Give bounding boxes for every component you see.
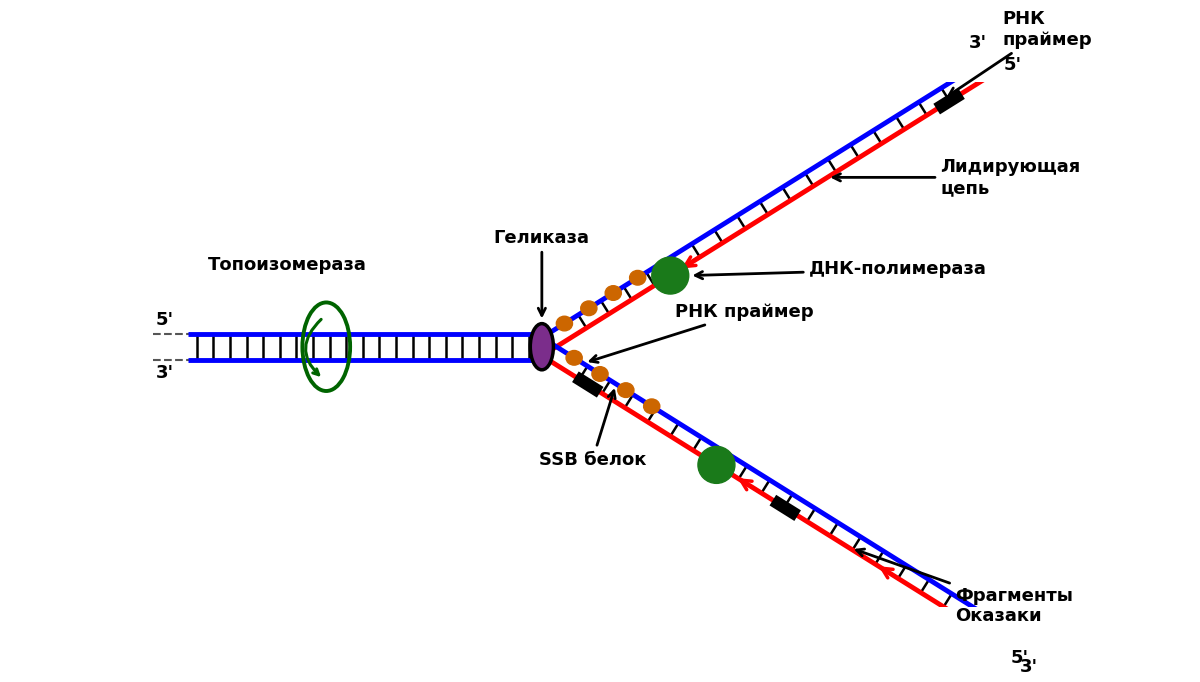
Ellipse shape xyxy=(643,399,660,413)
Ellipse shape xyxy=(557,316,572,331)
Text: 5': 5' xyxy=(1010,649,1030,668)
Text: 3': 3' xyxy=(1020,658,1038,676)
Text: SSB белок: SSB белок xyxy=(539,391,646,469)
Circle shape xyxy=(652,257,689,294)
Text: РНК праймер: РНК праймер xyxy=(590,303,814,362)
Ellipse shape xyxy=(605,286,622,300)
Text: 5': 5' xyxy=(1004,56,1022,74)
Text: РНК
праймер: РНК праймер xyxy=(949,10,1092,95)
Ellipse shape xyxy=(581,301,596,316)
Text: 5': 5' xyxy=(156,311,174,329)
Ellipse shape xyxy=(566,351,582,365)
Text: ДНК-полимераза: ДНК-полимераза xyxy=(695,261,986,279)
Text: 3': 3' xyxy=(156,364,174,383)
Text: 3': 3' xyxy=(968,34,988,52)
Ellipse shape xyxy=(530,324,553,370)
Ellipse shape xyxy=(592,367,608,381)
Text: Фрагменты
Оказаки: Фрагменты Оказаки xyxy=(857,549,1073,625)
Circle shape xyxy=(698,447,734,484)
Text: Топоизомераза: Топоизомераза xyxy=(209,256,367,273)
Text: Лидирующая
цепь: Лидирующая цепь xyxy=(833,158,1081,197)
Text: Геликаза: Геликаза xyxy=(494,228,590,315)
Ellipse shape xyxy=(618,383,634,398)
Ellipse shape xyxy=(630,271,646,285)
